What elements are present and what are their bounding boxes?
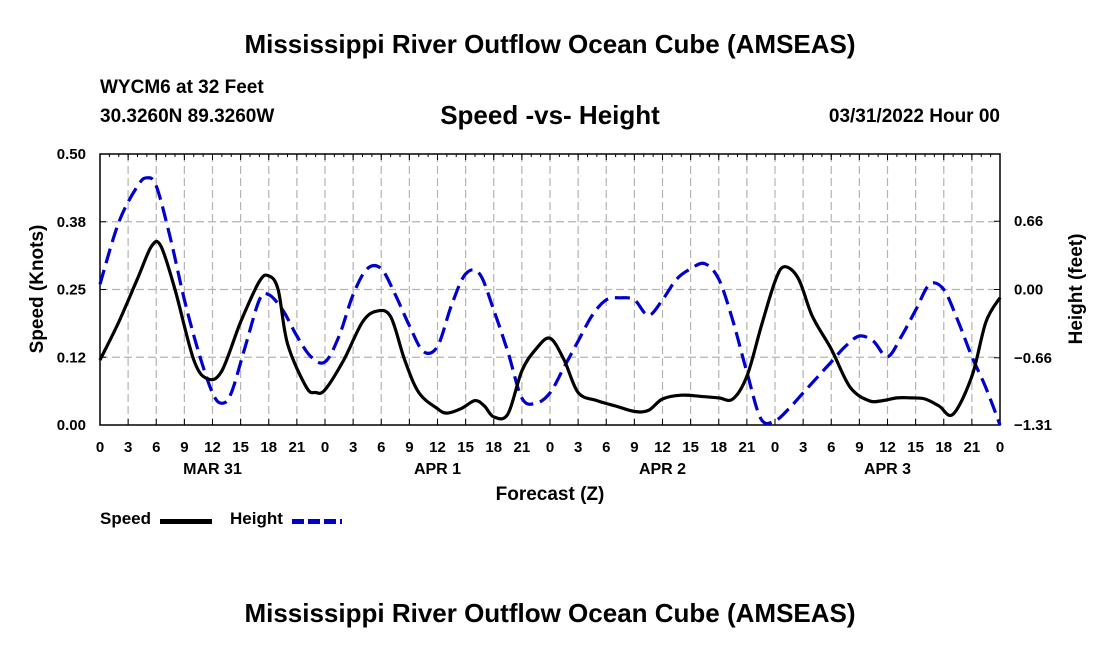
chart-main-title: Mississippi River Outflow Ocean Cube (AM…: [244, 29, 856, 59]
x-tick-label: 12: [429, 439, 446, 456]
x-tick-label: 6: [377, 439, 385, 456]
x-tick-label: 21: [514, 439, 531, 456]
x-tick-label: 3: [124, 439, 132, 456]
x-tick-label: 12: [654, 439, 671, 456]
x-tick-label: 15: [907, 439, 924, 456]
x-tick-label: 3: [349, 439, 357, 456]
x-tick-label: 12: [879, 439, 896, 456]
x-tick-label: 18: [935, 439, 952, 456]
chart-subtitle: Speed -vs- Height: [440, 100, 660, 130]
x-tick-label: 0: [321, 439, 329, 456]
y2-tick-label: −0.66: [1014, 350, 1052, 367]
x-tick-label: 18: [485, 439, 502, 456]
y2-tick-label: 0.00: [1014, 282, 1043, 299]
y-axis-title: Speed (Knots): [27, 225, 48, 354]
x-tick-label: 21: [289, 439, 306, 456]
legend-speed-label: Speed: [100, 509, 152, 528]
y2-axis-title: Height (feet): [1066, 234, 1087, 345]
x-tick-label: 3: [799, 439, 807, 456]
x-day-label: APR 3: [864, 461, 911, 478]
x-tick-label: 6: [827, 439, 835, 456]
station-label: WYCM6 at 32 Feet: [100, 77, 264, 98]
x-tick-label: 9: [855, 439, 863, 456]
legend-height-swatch: [292, 519, 342, 524]
x-axis-title: Forecast (Z): [496, 484, 605, 505]
y2-tick-label: −1.31: [1014, 417, 1052, 434]
y-tick-label: 0.38: [57, 214, 86, 231]
x-tick-label: 21: [964, 439, 981, 456]
forecast-datetime: 03/31/2022 Hour 00: [828, 106, 1000, 127]
chart-grid: [100, 154, 1000, 425]
x-tick-label: 21: [739, 439, 756, 456]
axis-labels: 0 3 6 9 12 15 18 21 0 3 6 9 12 15 18 21 0 3 6 9 12 15 18 21 0 3 6 9…: [57, 146, 1052, 478]
x-tick-label: 0: [996, 439, 1004, 456]
x-tick-label: 15: [232, 439, 249, 456]
y-tick-label: 0.12: [57, 349, 86, 366]
x-tick-label: 6: [152, 439, 160, 456]
station-coordinates: 30.3260N 89.3260W: [100, 106, 275, 127]
x-tick-label: 0: [546, 439, 554, 456]
x-tick-label: 9: [405, 439, 413, 456]
x-day-label: MAR 31: [183, 461, 242, 478]
x-tick-label: 15: [682, 439, 699, 456]
x-tick-label: 18: [260, 439, 277, 456]
x-tick-label: 9: [630, 439, 638, 456]
x-tick-label: 6: [602, 439, 610, 456]
footer-title: Mississippi River Outflow Ocean Cube (AM…: [244, 598, 856, 628]
y-tick-label: 0.00: [57, 417, 86, 434]
x-tick-label: 0: [96, 439, 104, 456]
x-tick-label: 12: [204, 439, 221, 456]
y2-tick-label: 0.66: [1014, 213, 1043, 230]
x-day-label: APR 2: [639, 461, 686, 478]
x-tick-label: 0: [771, 439, 779, 456]
legend-speed-swatch: [160, 519, 212, 524]
height-series-line: [98, 176, 1002, 426]
x-tick-label: 9: [180, 439, 188, 456]
speed-series-line: [98, 239, 1002, 421]
y-tick-label: 0.25: [57, 282, 86, 299]
x-tick-label: 18: [710, 439, 727, 456]
y-tick-label: 0.50: [57, 146, 86, 163]
x-tick-label: 15: [457, 439, 474, 456]
x-day-label: APR 1: [414, 461, 461, 478]
axis-ticks: [99, 153, 1001, 426]
legend-height-label: Height: [230, 509, 283, 528]
x-tick-label: 3: [574, 439, 582, 456]
